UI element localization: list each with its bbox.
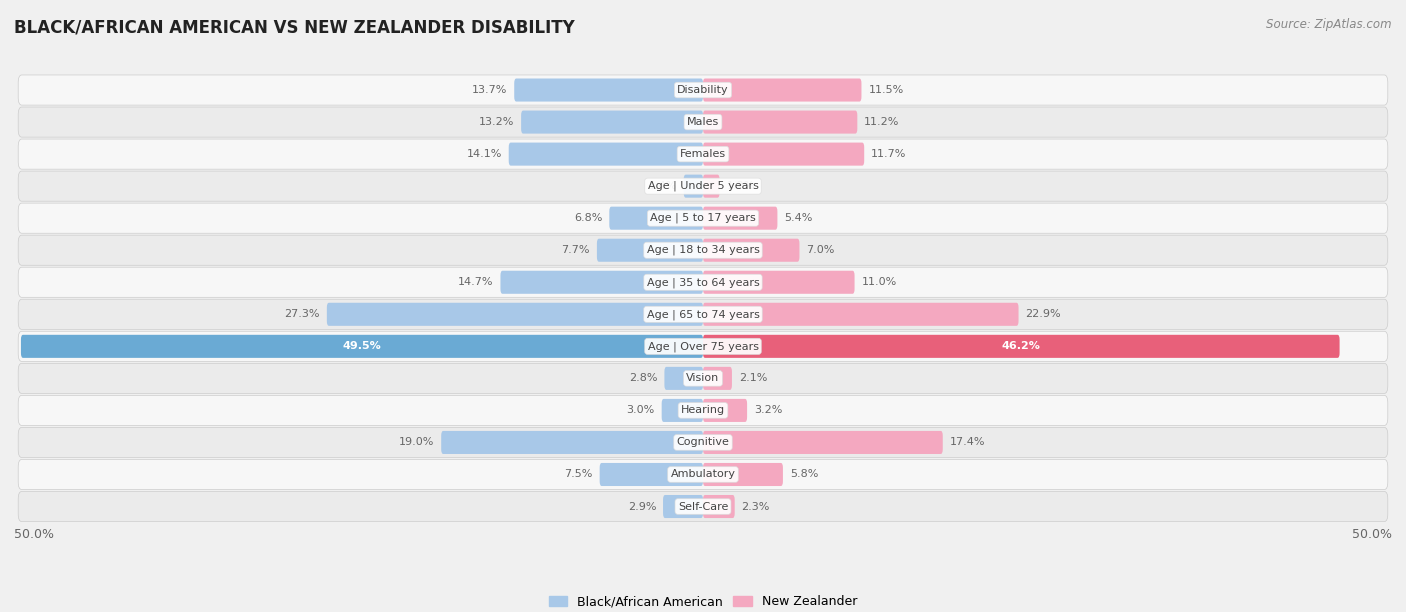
- Text: 13.2%: 13.2%: [479, 117, 515, 127]
- FancyBboxPatch shape: [18, 491, 1388, 521]
- Text: 50.0%: 50.0%: [1353, 528, 1392, 541]
- FancyBboxPatch shape: [703, 367, 733, 390]
- Text: Age | Under 5 years: Age | Under 5 years: [648, 181, 758, 192]
- FancyBboxPatch shape: [18, 364, 1388, 394]
- FancyBboxPatch shape: [441, 431, 703, 454]
- Text: Ambulatory: Ambulatory: [671, 469, 735, 479]
- Text: 11.7%: 11.7%: [872, 149, 907, 159]
- Text: 14.7%: 14.7%: [458, 277, 494, 287]
- FancyBboxPatch shape: [21, 335, 703, 358]
- Text: Disability: Disability: [678, 85, 728, 95]
- FancyBboxPatch shape: [662, 399, 703, 422]
- Text: 13.7%: 13.7%: [472, 85, 508, 95]
- Text: 2.8%: 2.8%: [628, 373, 658, 383]
- FancyBboxPatch shape: [703, 78, 862, 102]
- Text: 2.3%: 2.3%: [741, 501, 770, 512]
- FancyBboxPatch shape: [18, 427, 1388, 458]
- FancyBboxPatch shape: [703, 431, 943, 454]
- FancyBboxPatch shape: [18, 139, 1388, 169]
- Text: 3.2%: 3.2%: [754, 405, 782, 416]
- Text: 3.0%: 3.0%: [627, 405, 655, 416]
- Text: 7.5%: 7.5%: [564, 469, 593, 479]
- Text: 50.0%: 50.0%: [14, 528, 53, 541]
- Text: 1.2%: 1.2%: [727, 181, 755, 191]
- FancyBboxPatch shape: [703, 303, 1018, 326]
- FancyBboxPatch shape: [703, 463, 783, 486]
- FancyBboxPatch shape: [703, 239, 800, 262]
- FancyBboxPatch shape: [501, 271, 703, 294]
- Text: Males: Males: [688, 117, 718, 127]
- FancyBboxPatch shape: [665, 367, 703, 390]
- FancyBboxPatch shape: [683, 174, 703, 198]
- Text: 2.9%: 2.9%: [627, 501, 657, 512]
- Text: Age | 35 to 64 years: Age | 35 to 64 years: [647, 277, 759, 288]
- FancyBboxPatch shape: [703, 111, 858, 133]
- FancyBboxPatch shape: [326, 303, 703, 326]
- FancyBboxPatch shape: [18, 75, 1388, 105]
- Text: Females: Females: [681, 149, 725, 159]
- FancyBboxPatch shape: [703, 174, 720, 198]
- Text: 11.0%: 11.0%: [862, 277, 897, 287]
- Text: Age | 5 to 17 years: Age | 5 to 17 years: [650, 213, 756, 223]
- FancyBboxPatch shape: [703, 335, 1340, 358]
- FancyBboxPatch shape: [18, 107, 1388, 137]
- FancyBboxPatch shape: [18, 171, 1388, 201]
- FancyBboxPatch shape: [18, 203, 1388, 233]
- Text: Cognitive: Cognitive: [676, 438, 730, 447]
- Text: 22.9%: 22.9%: [1025, 309, 1062, 319]
- FancyBboxPatch shape: [703, 271, 855, 294]
- FancyBboxPatch shape: [18, 395, 1388, 425]
- Text: Self-Care: Self-Care: [678, 501, 728, 512]
- FancyBboxPatch shape: [509, 143, 703, 166]
- FancyBboxPatch shape: [703, 399, 747, 422]
- Text: Age | 18 to 34 years: Age | 18 to 34 years: [647, 245, 759, 255]
- FancyBboxPatch shape: [599, 463, 703, 486]
- Text: 19.0%: 19.0%: [399, 438, 434, 447]
- FancyBboxPatch shape: [598, 239, 703, 262]
- FancyBboxPatch shape: [18, 460, 1388, 490]
- Text: Age | Over 75 years: Age | Over 75 years: [648, 341, 758, 351]
- FancyBboxPatch shape: [522, 111, 703, 133]
- FancyBboxPatch shape: [18, 331, 1388, 362]
- Text: 7.0%: 7.0%: [807, 245, 835, 255]
- FancyBboxPatch shape: [703, 495, 735, 518]
- Text: 1.4%: 1.4%: [648, 181, 676, 191]
- FancyBboxPatch shape: [703, 207, 778, 230]
- Text: 11.5%: 11.5%: [869, 85, 904, 95]
- Text: 27.3%: 27.3%: [284, 309, 321, 319]
- FancyBboxPatch shape: [18, 299, 1388, 329]
- Text: Age | 65 to 74 years: Age | 65 to 74 years: [647, 309, 759, 319]
- Text: 7.7%: 7.7%: [561, 245, 591, 255]
- Text: 5.4%: 5.4%: [785, 213, 813, 223]
- Text: 46.2%: 46.2%: [1002, 341, 1040, 351]
- FancyBboxPatch shape: [664, 495, 703, 518]
- Text: 49.5%: 49.5%: [343, 341, 381, 351]
- Text: Source: ZipAtlas.com: Source: ZipAtlas.com: [1267, 18, 1392, 31]
- Text: 17.4%: 17.4%: [949, 438, 986, 447]
- Text: BLACK/AFRICAN AMERICAN VS NEW ZEALANDER DISABILITY: BLACK/AFRICAN AMERICAN VS NEW ZEALANDER …: [14, 18, 575, 36]
- Text: Vision: Vision: [686, 373, 720, 383]
- FancyBboxPatch shape: [515, 78, 703, 102]
- Text: Hearing: Hearing: [681, 405, 725, 416]
- FancyBboxPatch shape: [18, 267, 1388, 297]
- Text: 2.1%: 2.1%: [738, 373, 768, 383]
- Text: 14.1%: 14.1%: [467, 149, 502, 159]
- FancyBboxPatch shape: [18, 235, 1388, 265]
- FancyBboxPatch shape: [609, 207, 703, 230]
- Legend: Black/African American, New Zealander: Black/African American, New Zealander: [544, 591, 862, 612]
- Text: 5.8%: 5.8%: [790, 469, 818, 479]
- Text: 11.2%: 11.2%: [865, 117, 900, 127]
- FancyBboxPatch shape: [703, 143, 865, 166]
- Text: 6.8%: 6.8%: [574, 213, 602, 223]
